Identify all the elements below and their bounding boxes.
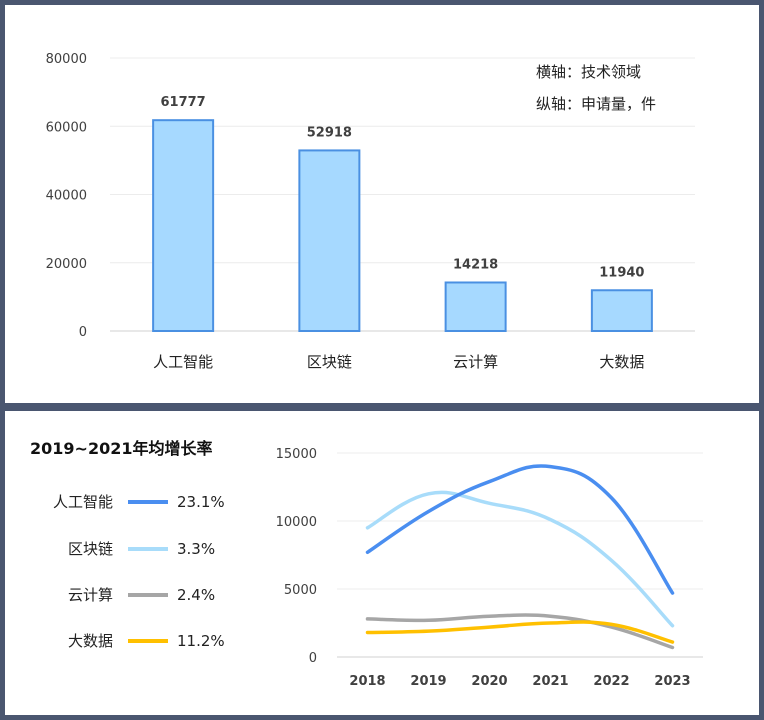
bar-y-tick-label: 80000 <box>46 52 87 67</box>
line-series-path <box>365 620 675 644</box>
line-y-tick-label: 15000 <box>276 447 317 462</box>
bar-category-label: 区块链 <box>307 353 352 371</box>
line-x-axis: 2018 2019 2020 2021 2022 2023 <box>349 674 690 689</box>
line-y-tick-label: 10000 <box>276 515 317 530</box>
bar-value-label: 11940 <box>599 265 644 280</box>
bar <box>152 119 215 332</box>
legend-series-name: 云计算 <box>68 586 113 604</box>
bar-value-label: 52918 <box>307 125 352 140</box>
line-x-tick-label: 2023 <box>654 674 690 689</box>
bar-chart: 0 20000 40000 60000 80000 61777 52918 14218 119… <box>46 52 695 371</box>
growth-title: 2019~2021年均增长率 <box>30 439 212 458</box>
legend-growth-rate: 11.2% <box>177 632 225 650</box>
bar-chart-panel: 0 20000 40000 60000 80000 61777 52918 14218 119… <box>5 5 759 403</box>
line-y-tick-label: 0 <box>309 651 317 666</box>
bar-category-label: 人工智能 <box>153 353 213 371</box>
line-x-tick-label: 2021 <box>532 674 568 689</box>
line-x-tick-label: 2018 <box>349 674 385 689</box>
line-series-path <box>365 613 675 650</box>
bar <box>298 149 361 332</box>
legend-growth-rate: 23.1% <box>177 493 225 511</box>
axis-note-y: 纵轴：申请量，件 <box>536 95 656 113</box>
bar-y-tick-label: 20000 <box>46 257 87 272</box>
line-series-path <box>365 490 675 628</box>
bar <box>444 281 507 333</box>
line-y-tick-label: 5000 <box>284 583 317 598</box>
bar-y-tick-label: 60000 <box>46 120 87 135</box>
line-x-tick-label: 2019 <box>410 674 446 689</box>
bar-category-label: 云计算 <box>453 353 498 371</box>
bar-y-axis: 0 20000 40000 60000 80000 <box>46 52 87 340</box>
legend-series-name: 大数据 <box>68 632 113 650</box>
bar-value-label: 14218 <box>453 257 498 272</box>
legend-growth-rate: 3.3% <box>177 540 215 558</box>
bar-y-tick-label: 40000 <box>46 189 87 204</box>
bar-x-axis: 人工智能 区块链 云计算 大数据 <box>153 353 644 371</box>
bar-series: 61777 52918 14218 11940 <box>152 95 653 333</box>
bar-y-tick-label: 0 <box>79 325 87 340</box>
legend-series-name: 区块链 <box>68 540 113 558</box>
line-chart: 2019~2021年均增长率 人工智能 23.1% 区块链 3.3% 云计算 2.4% 大数… <box>30 439 703 689</box>
line-x-tick-label: 2020 <box>471 674 507 689</box>
line-gridlines <box>337 452 703 658</box>
line-series-group <box>365 464 675 650</box>
axis-note-x: 横轴：技术领域 <box>536 63 641 81</box>
bar <box>590 289 653 333</box>
legend: 人工智能 23.1% 区块链 3.3% 云计算 2.4% 大数据 11.2% <box>53 493 225 650</box>
line-x-tick-label: 2022 <box>593 674 629 689</box>
legend-series-name: 人工智能 <box>53 493 113 511</box>
bar-value-label: 61777 <box>161 95 206 110</box>
line-chart-panel: 2019~2021年均增长率 人工智能 23.1% 区块链 3.3% 云计算 2.4% 大数… <box>5 411 759 715</box>
legend-growth-rate: 2.4% <box>177 586 215 604</box>
line-series-path <box>365 464 675 595</box>
bar-category-label: 大数据 <box>599 353 644 371</box>
line-y-axis: 0 5000 10000 15000 <box>276 447 317 666</box>
